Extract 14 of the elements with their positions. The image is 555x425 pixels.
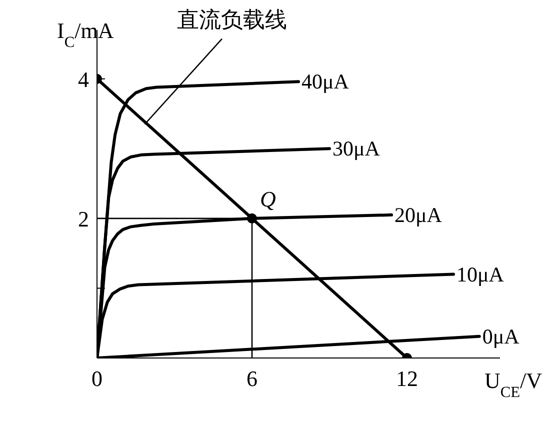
x-tick-label: 12 [396, 366, 418, 391]
x-tick-label: 0 [92, 366, 102, 391]
series-label: 40μA [302, 70, 350, 94]
y-tick-label: 4 [78, 66, 89, 92]
series-label: 10μA [456, 262, 505, 286]
annotation: Q [260, 186, 276, 212]
y-axis-title: I$_{C}$/mA [57, 18, 114, 50]
y-tick-label: 2 [78, 206, 89, 232]
x-tick-label: 6 [246, 366, 258, 391]
series-label: 20μA [394, 202, 443, 227]
series-label: 30μA [332, 136, 381, 161]
x-axis-title: U$_{CE}$/V [484, 368, 542, 400]
series-label: 0μA [482, 324, 520, 348]
text: 直流负载线 [177, 8, 287, 33]
